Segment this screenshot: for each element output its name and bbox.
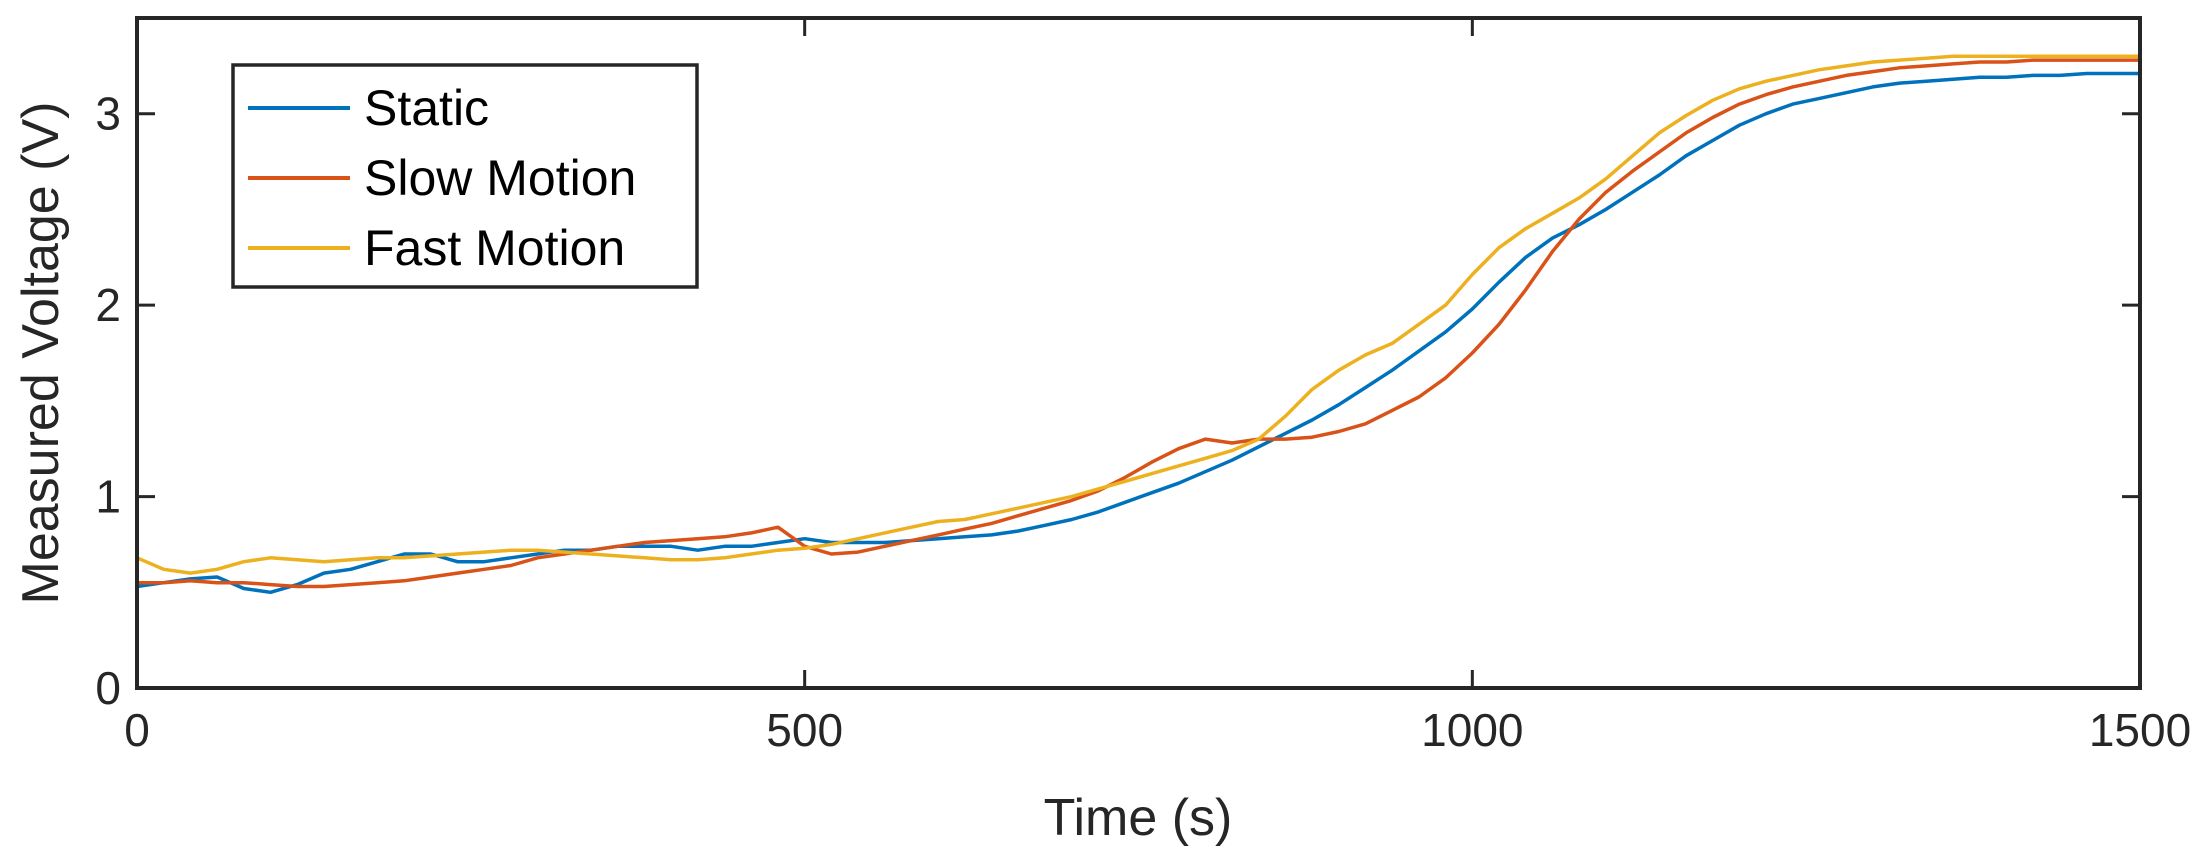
y-tick-label: 2 (95, 279, 121, 331)
x-tick-label: 500 (766, 704, 843, 756)
legend: Static Slow Motion Fast Motion (231, 63, 699, 289)
tick-layer: 0 500 1000 1500 0 1 2 3 (95, 18, 2191, 756)
legend-label-1: Slow Motion (364, 150, 636, 206)
x-tick-label: 1000 (1421, 704, 1523, 756)
series-line-0 (135, 71, 2142, 595)
legend-entries: Static Slow Motion Fast Motion (248, 80, 636, 276)
x-axis-title: Time (s) (1044, 789, 1233, 847)
y-tick-label: 3 (95, 88, 121, 140)
series-line-2 (135, 54, 2142, 575)
series-line-1 (135, 58, 2142, 589)
y-tick-label: 1 (95, 471, 121, 523)
legend-label-0: Static (364, 80, 489, 136)
y-tick-label: 0 (95, 662, 121, 714)
x-tick-label: 1500 (2089, 704, 2191, 756)
legend-label-2: Fast Motion (364, 220, 625, 276)
series-layer (135, 54, 2142, 595)
x-tick-label: 0 (124, 704, 150, 756)
plot-frame (135, 16, 2142, 690)
y-axis-title: Measured Voltage (V) (12, 102, 70, 605)
